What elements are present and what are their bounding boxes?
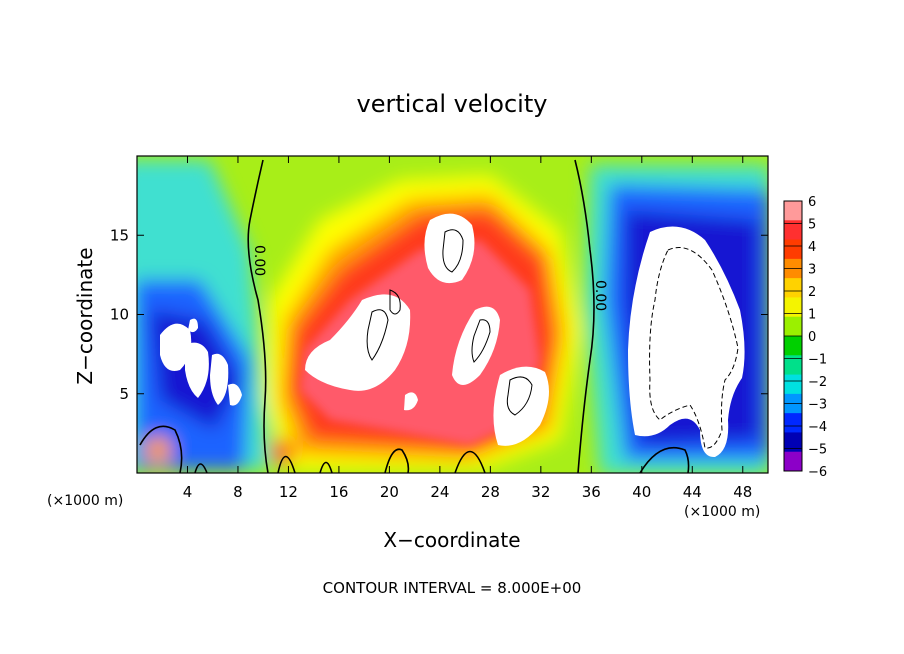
x-axis: 4 8 12 16 20 24 28 32 36 40 44 48: [183, 156, 752, 501]
colorbar-segment: [784, 297, 802, 318]
colorbar-segment: [784, 336, 802, 356]
saturated-updraft: [305, 213, 549, 446]
saturated-downdraft-left: [160, 318, 242, 406]
x-axis-label: X−coordinate: [383, 528, 520, 552]
colorbar-label: −2: [808, 375, 827, 390]
colorbar-segment: [784, 451, 802, 472]
contour-interval: CONTOUR INTERVAL = 8.000E+00: [323, 579, 582, 597]
velocity-field: [137, 156, 768, 473]
y-tick-label: 5: [119, 385, 129, 403]
x-tick-label: 16: [329, 483, 348, 501]
x-tick-label: 44: [683, 483, 702, 501]
colorbar-label: 1: [808, 308, 816, 323]
y-tick-label: 10: [110, 306, 129, 324]
colorbar-segment: [784, 239, 802, 260]
colorbar-label: 5: [808, 218, 816, 233]
x-tick-label: 4: [183, 483, 193, 501]
colorbar-segment: [784, 413, 802, 433]
colorbar-label: 3: [808, 263, 816, 278]
colorbar-segment: [784, 278, 802, 298]
colorbar-label: −6: [808, 465, 827, 480]
colorbar-label: 4: [808, 240, 816, 255]
x-unit-right: (×1000 m): [684, 504, 760, 520]
colorbar-label: 0: [808, 330, 816, 345]
x-unit-left: (×1000 m): [47, 493, 123, 509]
chart-title: vertical velocity: [357, 90, 548, 118]
y-axis: 5 10 15: [110, 226, 768, 403]
x-tick-label: 20: [380, 483, 399, 501]
colorbar-label: 6: [808, 195, 816, 210]
x-tick-label: 24: [430, 483, 449, 501]
colorbar: 6 5 4 3 2 1 0 −1 −2 −3 −4 −5 −6: [783, 195, 827, 480]
colorbar-segment: [784, 374, 802, 395]
x-tick-label: 12: [279, 483, 298, 501]
x-tick-label: 36: [582, 483, 601, 501]
colorbar-segment: [784, 316, 802, 337]
y-tick-label: 15: [110, 226, 129, 244]
y-axis-label: Z−coordinate: [73, 247, 97, 384]
contour-label-left: 0.00: [251, 245, 267, 276]
colorbar-label: 2: [808, 285, 816, 300]
contour-label-right: 0.00: [592, 280, 608, 311]
colorbar-label: −4: [808, 420, 827, 435]
colorbar-label: −5: [808, 443, 827, 458]
x-tick-label: 32: [531, 483, 550, 501]
colorbar-segment: [784, 201, 802, 221]
colorbar-segment: [784, 355, 802, 376]
x-tick-label: 40: [632, 483, 651, 501]
colorbar-label: −1: [808, 353, 827, 368]
x-tick-label: 48: [733, 483, 752, 501]
colorbar-segment: [784, 432, 802, 453]
colorbar-segment: [784, 220, 802, 241]
zero-contours: [139, 159, 690, 473]
x-tick-label: 28: [481, 483, 500, 501]
colorbar-label: −3: [808, 398, 827, 413]
x-tick-label: 8: [233, 483, 243, 501]
